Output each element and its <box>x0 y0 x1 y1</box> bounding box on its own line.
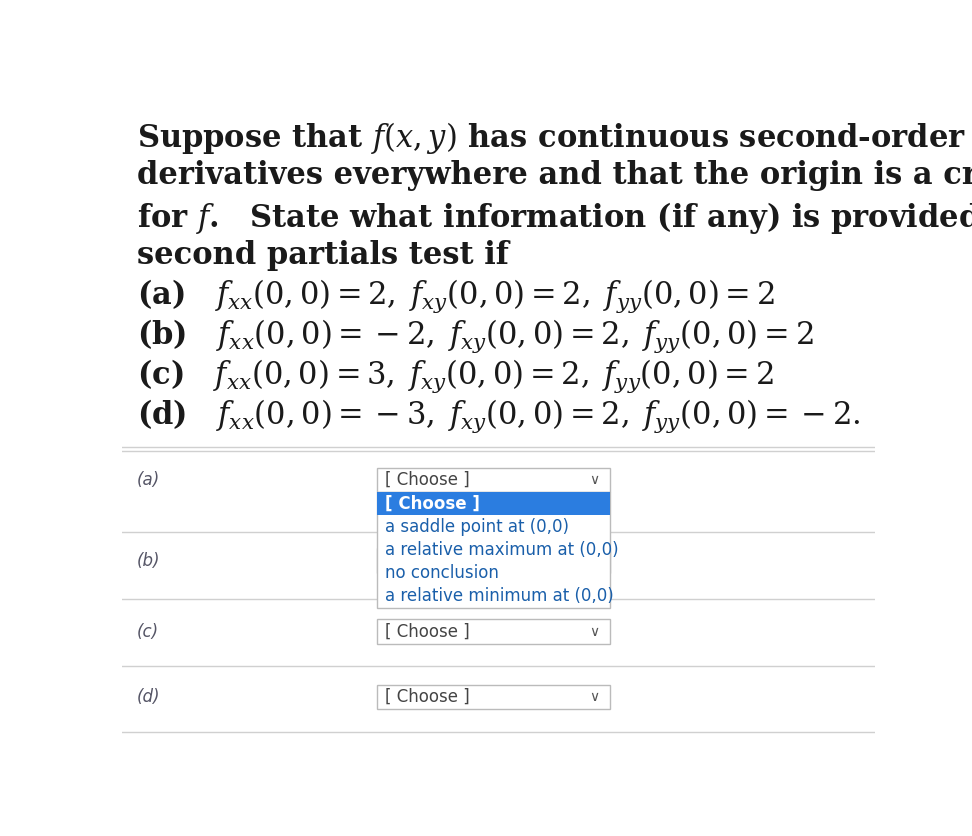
FancyBboxPatch shape <box>377 685 609 710</box>
Text: Suppose that $f(x, y)$ has continuous second-order partial: Suppose that $f(x, y)$ has continuous se… <box>137 120 972 156</box>
Text: second partials test if: second partials test if <box>137 241 509 272</box>
Text: (c) $f_{xx}(0,0) = 3,\; f_{xy}(0,0) = 2,\; f_{yy}(0,0) = 2$: (c) $f_{xx}(0,0) = 3,\; f_{xy}(0,0) = 2,… <box>137 358 774 395</box>
FancyBboxPatch shape <box>377 492 609 608</box>
Text: (b): (b) <box>137 552 160 570</box>
FancyBboxPatch shape <box>377 467 609 492</box>
FancyBboxPatch shape <box>377 492 609 515</box>
Text: for $f$. State what information (if any) is provided by the: for $f$. State what information (if any)… <box>137 201 972 237</box>
Text: [ Choose ]: [ Choose ] <box>385 552 469 570</box>
Text: (d): (d) <box>137 688 160 706</box>
Text: (b) $f_{xx}(0,0) = -2,\; f_{xy}(0,0) = 2,\; f_{yy}(0,0) = 2$: (b) $f_{xx}(0,0) = -2,\; f_{xy}(0,0) = 2… <box>137 318 814 354</box>
Text: (d) $f_{xx}(0,0) = -3,\; f_{xy}(0,0) = 2,\; f_{yy}(0,0) = -2.$: (d) $f_{xx}(0,0) = -3,\; f_{xy}(0,0) = 2… <box>137 398 860 435</box>
Text: (a) $f_{xx}(0,0) = 2,\; f_{xy}(0,0) = 2,\; f_{yy}(0,0) = 2$: (a) $f_{xx}(0,0) = 2,\; f_{xy}(0,0) = 2,… <box>137 278 775 314</box>
Text: a saddle point at (0,0): a saddle point at (0,0) <box>385 517 569 536</box>
Text: [ Choose ]: [ Choose ] <box>385 688 469 706</box>
Text: ∨: ∨ <box>589 473 600 487</box>
Text: [ Choose ]: [ Choose ] <box>385 495 480 512</box>
Text: derivatives everywhere and that the origin is a critical point: derivatives everywhere and that the orig… <box>137 161 972 191</box>
Text: (a): (a) <box>137 471 160 489</box>
Text: ∨: ∨ <box>589 624 600 639</box>
Text: ∨: ∨ <box>589 690 600 704</box>
FancyBboxPatch shape <box>377 619 609 644</box>
Text: (c): (c) <box>137 623 159 640</box>
Text: [ Choose ]: [ Choose ] <box>385 623 469 640</box>
FancyBboxPatch shape <box>377 548 609 573</box>
Text: a relative minimum at (0,0): a relative minimum at (0,0) <box>385 587 613 605</box>
Text: no conclusion: no conclusion <box>385 564 499 582</box>
Text: [ Choose ]: [ Choose ] <box>385 471 469 489</box>
Text: a relative maximum at (0,0): a relative maximum at (0,0) <box>385 541 618 559</box>
Text: ∨: ∨ <box>589 553 600 568</box>
